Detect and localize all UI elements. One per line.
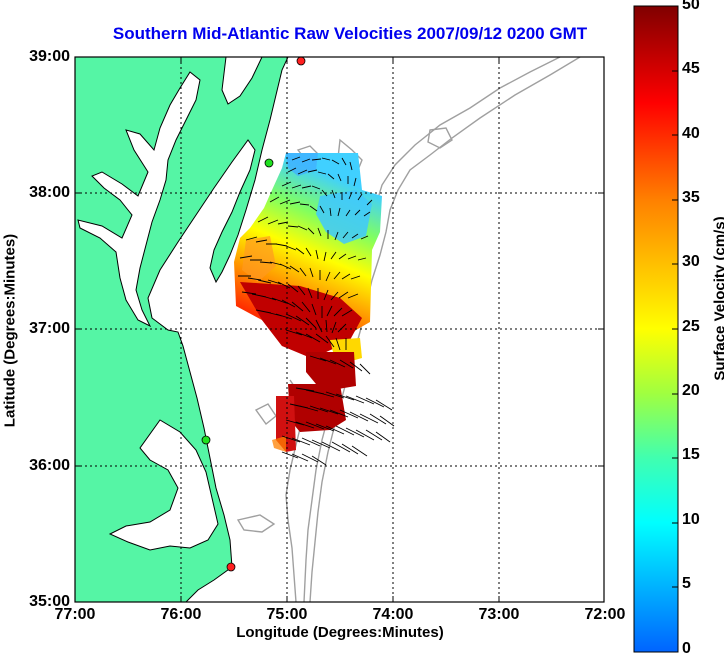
delaware-bay [221,57,263,105]
axis-ticks [75,57,604,602]
x-tick-label: 76:00 [160,606,202,623]
colorbar-tick: 0 [682,640,691,657]
station-markers [201,56,306,572]
station-marker [226,562,236,572]
y-tick-label: 36:00 [29,457,70,474]
sound-water [108,419,219,551]
y-tick-label: 35:00 [29,593,70,610]
colorbar-tick: 25 [682,318,700,335]
x-axis-label: Longitude (Degrees:Minutes) [236,624,444,641]
station-marker [296,56,306,66]
x-tick-label: 73:00 [478,606,520,623]
velocity-field [234,153,382,452]
colorbar-tick: 50 [682,0,700,13]
colorbar [633,5,679,653]
colorbar-ticks [672,70,678,588]
bay-water [77,71,201,328]
colorbar-tick: 40 [682,125,700,142]
colorbar-tick: 15 [682,446,700,463]
y-tick-label: 38:00 [29,184,70,201]
y-tick-label: 39:00 [29,48,70,65]
station-marker [264,158,274,168]
colorbar-tick: 20 [682,382,700,399]
colorbar-tick: 35 [682,189,700,206]
colorbar-tick: 10 [682,511,700,528]
x-tick-label: 74:00 [372,606,414,623]
map-title: Southern Mid-Atlantic Raw Velocities 200… [112,24,588,43]
x-tick-label: 75:00 [266,606,308,623]
x-tick-label: 77:00 [54,606,96,623]
station-marker [201,435,211,445]
y-tick-label: 37:00 [29,320,70,337]
colorbar-tick: 45 [682,60,700,77]
colorbar-tick: 30 [682,253,700,270]
grid-lines [75,57,604,602]
colorbar-tick: 5 [682,575,691,592]
x-tick-label: 72:00 [584,606,626,623]
